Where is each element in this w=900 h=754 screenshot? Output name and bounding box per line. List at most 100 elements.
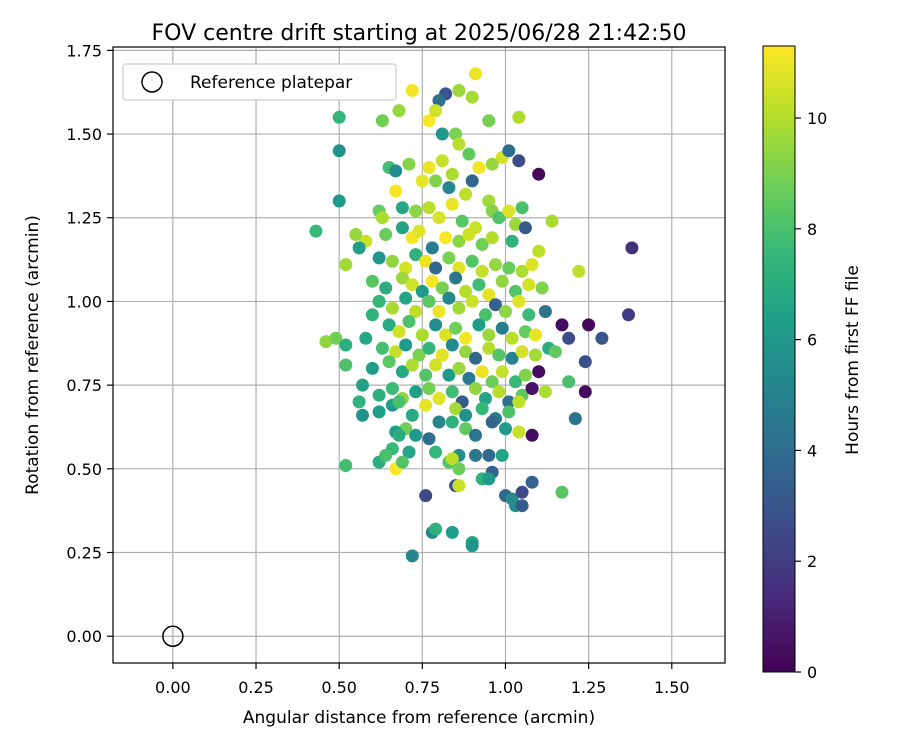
data-point: [459, 408, 473, 422]
data-point: [365, 274, 379, 288]
data-point: [459, 331, 473, 345]
data-point: [495, 448, 509, 462]
legend-box: [122, 63, 397, 101]
data-point: [512, 425, 526, 439]
data-point: [475, 365, 489, 379]
data-point: [419, 254, 433, 268]
data-point: [475, 238, 489, 251]
legend: Reference platepar: [122, 63, 397, 101]
reference-platepar-marker: [162, 625, 184, 647]
data-point: [485, 231, 499, 245]
data-point: [395, 365, 409, 379]
data-point: [329, 331, 343, 345]
data-point: [379, 281, 393, 295]
data-point: [419, 368, 433, 382]
data-point: [429, 445, 443, 459]
scatter-points: [309, 67, 639, 563]
data-point: [405, 358, 419, 372]
data-point: [459, 284, 473, 298]
data-point: [442, 181, 456, 195]
data-point: [359, 331, 373, 345]
data-point: [515, 264, 529, 278]
data-point: [419, 398, 433, 412]
data-point: [395, 455, 409, 469]
data-point: [502, 144, 516, 158]
data-point: [512, 154, 526, 168]
data-point: [462, 147, 476, 161]
data-point: [465, 174, 479, 188]
data-point: [435, 281, 449, 295]
data-point: [568, 412, 582, 426]
data-point: [489, 298, 502, 312]
data-point: [472, 161, 486, 174]
data-point: [538, 305, 552, 318]
data-point: [469, 67, 482, 81]
data-point: [385, 301, 399, 315]
data-point: [432, 392, 446, 405]
data-point: [479, 308, 492, 322]
data-point: [482, 288, 496, 302]
data-point: [339, 459, 353, 472]
data-point: [462, 228, 476, 241]
data-point: [395, 221, 409, 235]
data-point: [429, 261, 443, 275]
data-point: [528, 348, 542, 362]
data-point: [389, 164, 403, 178]
data-point: [339, 338, 353, 352]
data-point: [515, 201, 529, 215]
x-tick-label: 0.75: [405, 678, 441, 697]
data-point: [385, 254, 399, 268]
data-point: [452, 234, 466, 248]
data-point: [578, 355, 592, 369]
data-point: [409, 385, 423, 399]
data-point: [528, 328, 542, 342]
data-point: [422, 201, 436, 215]
data-point: [518, 368, 532, 382]
y-axis-ticks: 0.00 0.25 0.50 0.75 1.00 1.25 1.50 1.75: [66, 41, 113, 646]
data-point: [622, 308, 635, 322]
data-point: [439, 328, 453, 342]
data-point: [405, 549, 419, 563]
data-point: [432, 211, 446, 225]
data-point: [482, 341, 496, 355]
data-point: [452, 479, 466, 493]
data-point: [412, 348, 426, 362]
data-point: [379, 448, 393, 462]
data-point: [445, 452, 459, 466]
data-point: [392, 428, 406, 442]
data-point: [415, 174, 429, 188]
data-point: [395, 271, 409, 285]
data-point: [469, 351, 482, 365]
data-point: [445, 338, 459, 352]
legend-label: Reference platepar: [190, 73, 352, 93]
data-point: [479, 392, 492, 405]
data-point: [349, 228, 363, 241]
y-tick-label: 0.25: [66, 544, 102, 563]
data-point: [572, 264, 586, 278]
data-point: [382, 355, 396, 369]
legend-marker: [141, 71, 163, 93]
x-tick-label: 1.25: [571, 678, 607, 697]
data-point: [372, 405, 386, 419]
y-tick-label: 1.25: [66, 209, 102, 228]
data-point: [392, 325, 406, 339]
data-point: [482, 472, 496, 486]
x-axis-label: Angular distance from reference (arcmin): [243, 708, 595, 728]
data-point: [382, 318, 396, 332]
data-point: [385, 382, 399, 395]
data-point: [409, 305, 423, 318]
data-point: [482, 448, 496, 462]
data-point: [429, 104, 443, 118]
plot-frame: [112, 46, 726, 664]
data-point: [365, 308, 379, 322]
data-point: [532, 365, 546, 379]
data-point: [462, 371, 476, 385]
colorbar-tick-label: 6: [807, 331, 817, 350]
data-point: [489, 258, 502, 272]
data-point: [375, 341, 389, 355]
data-point: [512, 395, 526, 409]
data-point: [525, 258, 539, 272]
x-axis-ticks: 0.00 0.25 0.50 0.75 1.00 1.25 1.50: [155, 663, 690, 697]
data-point: [442, 251, 456, 265]
